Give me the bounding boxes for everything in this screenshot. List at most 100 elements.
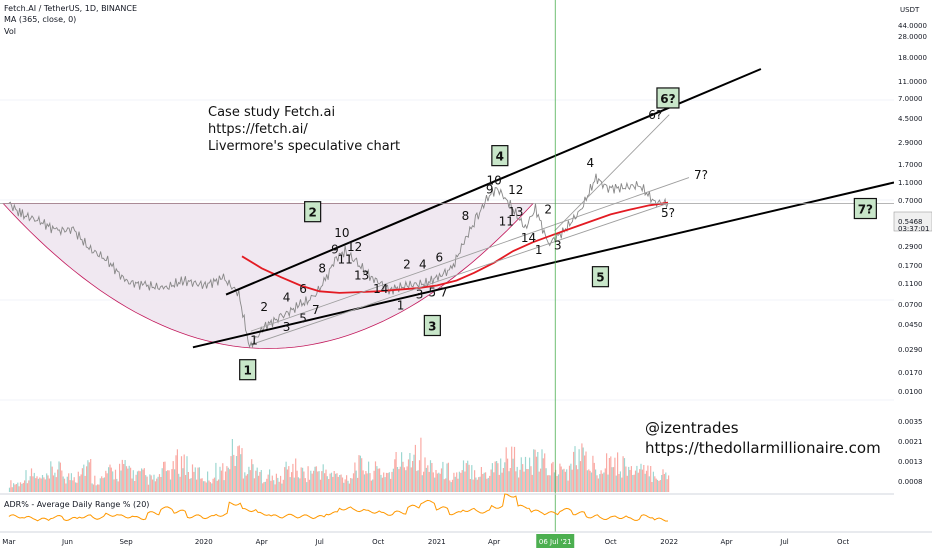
volume-bar: [313, 470, 315, 492]
volume-bar: [196, 479, 198, 492]
volume-bar: [219, 466, 221, 492]
volume-bar: [326, 476, 328, 492]
volume-bar: [226, 466, 228, 492]
volume-bar: [207, 471, 209, 492]
volume-bar: [344, 479, 346, 492]
volume-bar: [567, 480, 569, 492]
wave-box-label: 7?: [858, 203, 873, 217]
volume-bar: [220, 470, 222, 492]
volume-bar: [442, 461, 444, 492]
wave-label: 2: [544, 203, 552, 217]
volume-bar: [205, 482, 207, 492]
volume-bar: [213, 477, 216, 492]
volume-bar: [94, 475, 96, 492]
volume-bar: [114, 469, 117, 492]
volume-bar: [396, 467, 399, 492]
volume-bar: [174, 469, 176, 492]
volume-bar: [178, 473, 180, 492]
time-tick: Apr: [488, 538, 500, 546]
volume-bar: [321, 471, 323, 492]
volume-bar: [500, 458, 502, 492]
volume-bar: [612, 467, 615, 492]
volume-bar: [581, 443, 583, 492]
price-tick: 28.0000: [898, 33, 927, 41]
author-site: https://thedollarmillionaire.com: [645, 439, 881, 457]
wave-label: 8: [462, 209, 470, 223]
volume-bar: [120, 470, 122, 492]
time-tick: Jul: [314, 538, 324, 546]
volume-bar: [427, 465, 429, 492]
volume-bar: [350, 478, 352, 492]
volume-bar: [467, 460, 469, 492]
volume-bar: [546, 475, 549, 492]
volume-bar: [175, 455, 177, 492]
volume-bar: [502, 468, 504, 492]
volume-bar: [87, 460, 89, 492]
volume-bar: [432, 472, 434, 492]
volume-bar: [98, 484, 100, 492]
volume-bar: [164, 461, 166, 492]
volume-bar: [61, 470, 63, 492]
volume-bar: [599, 474, 601, 492]
volume-bar: [142, 469, 144, 492]
volume-bar: [354, 462, 356, 492]
volume-bar: [491, 463, 493, 492]
volume-bar: [238, 445, 240, 492]
volume-bar: [333, 471, 335, 492]
adr-label: ADR% - Average Daily Range % (20): [4, 500, 150, 509]
case-study-subtitle: Livermore's speculative chart: [208, 139, 401, 154]
volume-bar: [185, 475, 187, 492]
volume-bar: [251, 459, 253, 492]
volume-bar: [597, 478, 599, 492]
volume-bar: [633, 474, 635, 492]
volume-bar: [630, 466, 632, 492]
volume-bar: [518, 477, 520, 492]
price-axis-bg: [894, 0, 932, 532]
volume-bar: [535, 456, 538, 492]
time-tick: Jul: [779, 538, 789, 546]
ma-line: [241, 201, 669, 294]
volume-bar: [559, 463, 561, 492]
price-tick: 0.0450: [898, 321, 923, 329]
volume-bar: [601, 473, 604, 492]
volume-bar: [661, 475, 663, 492]
volume-bar: [476, 479, 478, 492]
volume-bar: [259, 472, 261, 492]
volume-bar: [208, 480, 210, 492]
price-tick: 0.0008: [898, 478, 923, 486]
volume-bar: [628, 466, 630, 492]
wave-box: [239, 359, 257, 381]
volume-bar: [409, 453, 411, 492]
volume-bar: [577, 469, 579, 492]
volume-bar: [447, 462, 449, 492]
volume-bar: [440, 468, 443, 492]
volume-bar: [608, 458, 610, 492]
volume-bar: [519, 469, 521, 492]
volume-bar: [163, 461, 165, 492]
volume-bar: [190, 478, 192, 492]
volume-bar: [445, 478, 447, 492]
volume-bar: [553, 472, 555, 492]
volume-bar: [25, 470, 27, 492]
volume-bar: [347, 480, 349, 492]
volume-bar: [600, 470, 602, 492]
trendline: [250, 202, 669, 346]
volume-bar: [328, 479, 330, 492]
volume-bar: [176, 449, 178, 492]
volume-bar: [578, 449, 580, 492]
volume-bar: [465, 463, 467, 492]
volume-bar: [545, 468, 547, 492]
volume-bar: [84, 475, 86, 492]
volume-bar: [62, 476, 64, 492]
wave-box: [853, 197, 877, 220]
highlighted-date-badge: [536, 534, 575, 548]
price-tick: 44.0000: [898, 22, 927, 30]
volume-bar: [204, 481, 206, 492]
volume-bar: [275, 473, 277, 492]
volume-bar: [186, 456, 188, 492]
volume-bar: [363, 474, 366, 492]
volume-bar: [245, 475, 247, 492]
volume-bar: [560, 466, 562, 492]
volume-bar: [652, 471, 654, 492]
